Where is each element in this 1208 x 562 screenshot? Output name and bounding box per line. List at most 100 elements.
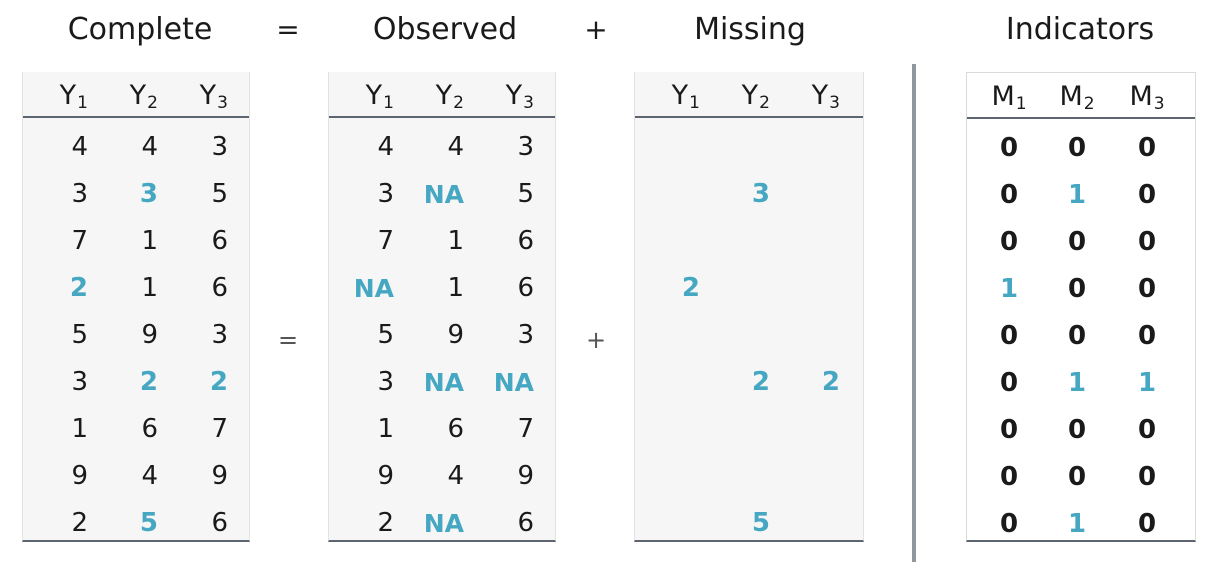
column-header-letter: Y <box>741 80 759 111</box>
table-cell: 3 <box>517 132 534 162</box>
table-cell <box>710 406 770 453</box>
column-header-subscript: 1 <box>77 93 88 113</box>
table-cell: 2 <box>821 367 840 397</box>
table-cell: 6 <box>517 273 534 303</box>
table-cell: 6 <box>211 508 228 538</box>
table-row: 0 0 0 <box>967 313 1195 360</box>
table-header: Y1 Y2 Y3 <box>635 72 863 118</box>
table-cell: 5 <box>751 508 770 538</box>
table-row: 9 4 9 <box>329 453 555 500</box>
table-cell: 2 <box>377 508 394 538</box>
table-row: 5 9 3 <box>329 312 555 359</box>
table-cell: 6 <box>211 226 228 256</box>
table-cell: 1 <box>447 273 464 303</box>
table-cell: 4 <box>71 132 88 162</box>
table-cell: 6 <box>517 226 534 256</box>
table-cell <box>780 171 840 218</box>
table-cell: 9 <box>71 461 88 491</box>
column-header-2: M2 <box>1047 79 1107 115</box>
column-header-letter: Y <box>671 80 689 111</box>
table-cell: 0 <box>1067 462 1087 492</box>
table-cell: 2 <box>71 508 88 538</box>
column-header-subscript: 2 <box>147 93 158 113</box>
table-cell: 4 <box>447 461 464 491</box>
table-cell: 1 <box>1067 368 1087 398</box>
table-cell: 0 <box>1137 462 1157 492</box>
complete-table: Y1 Y2 Y3 4 4 3 3 3 5 7 1 6 2 1 6 5 9 3 3 2 2 1 6 7 9 4 9 2 5 6 <box>22 72 250 542</box>
table-cell: 0 <box>999 368 1019 398</box>
table-cell: 9 <box>447 320 464 350</box>
table-cell: 0 <box>1067 274 1087 304</box>
column-header-subscript: 3 <box>1153 94 1165 114</box>
table-cell: 0 <box>1137 133 1157 163</box>
table-row: 3 <box>635 171 863 218</box>
table-cell <box>640 500 700 547</box>
table-cell: 4 <box>141 461 158 491</box>
table-cell <box>640 312 700 359</box>
table-cell <box>640 171 700 218</box>
table-cell: 6 <box>447 414 464 444</box>
column-header-letter: M <box>1129 81 1153 112</box>
table-row: 1 6 7 <box>329 406 555 453</box>
title-missing: Missing <box>694 12 806 47</box>
table-cell: 5 <box>71 320 88 350</box>
table-cell: 1 <box>1067 180 1087 210</box>
table-cell: NA <box>493 368 534 397</box>
column-header-subscript: 2 <box>453 93 464 113</box>
table-row: 0 0 0 <box>967 125 1195 172</box>
table-cell: 6 <box>517 508 534 538</box>
table-cell: 1 <box>1137 368 1157 398</box>
table-cell: 5 <box>139 508 158 538</box>
column-header-subscript: 3 <box>829 93 840 113</box>
table-cell: 0 <box>1067 227 1087 257</box>
table-row: NA 1 6 <box>329 265 555 312</box>
table-cell: NA <box>423 180 464 209</box>
vertical-divider <box>912 64 916 562</box>
column-header-letter: M <box>1059 81 1083 112</box>
missing-table: Y1 Y2 Y3 3 2 2 2 5 <box>634 72 864 542</box>
table-cell: 0 <box>999 462 1019 492</box>
table-row <box>635 453 863 500</box>
column-header-subscript: 3 <box>523 93 534 113</box>
table-row <box>635 406 863 453</box>
table-cell: 6 <box>211 273 228 303</box>
table-row: 0 0 0 <box>967 407 1195 454</box>
table-header: Y1 Y2 Y3 <box>329 72 555 118</box>
column-header-letter: Y <box>505 80 523 111</box>
table-cell <box>780 265 840 312</box>
table-cell: 9 <box>377 461 394 491</box>
table-cell: 0 <box>1137 321 1157 351</box>
table-cell: 3 <box>211 320 228 350</box>
table-cell: 4 <box>141 132 158 162</box>
table-cell: 0 <box>1137 227 1157 257</box>
table-row: 3 3 5 <box>23 171 249 218</box>
column-header-letter: Y <box>811 80 829 111</box>
table-row: 1 6 7 <box>23 406 249 453</box>
table-cell: 2 <box>751 367 770 397</box>
table-row: 4 4 3 <box>329 124 555 171</box>
table-cell: 6 <box>141 414 158 444</box>
table-cell: 3 <box>751 179 770 209</box>
table-cell: 1 <box>141 226 158 256</box>
column-header-1: Y1 <box>28 78 88 114</box>
table-cell: 0 <box>999 321 1019 351</box>
table-cell: NA <box>423 509 464 538</box>
column-header-subscript: 1 <box>689 93 700 113</box>
column-header-1: M1 <box>979 79 1039 115</box>
table-cell <box>640 218 700 265</box>
equals-sign-mid: = <box>277 326 299 354</box>
table-cell: 0 <box>1067 415 1087 445</box>
column-header-3: Y3 <box>168 78 228 114</box>
table-cell: 1 <box>377 414 394 444</box>
observed-table: Y1 Y2 Y3 4 4 3 3 NA 5 7 1 6 NA 1 6 5 9 3 3 NA NA 1 6 7 9 4 9 2 NA 6 <box>328 72 556 542</box>
table-cell <box>640 453 700 500</box>
table-cell <box>780 453 840 500</box>
table-row: 3 NA 5 <box>329 171 555 218</box>
table-cell: 5 <box>211 179 228 209</box>
table-row: 0 1 0 <box>967 172 1195 219</box>
table-row: 2 1 6 <box>23 265 249 312</box>
table-row: 3 NA NA <box>329 359 555 406</box>
plus-sign-mid: + <box>585 326 607 354</box>
column-header-letter: Y <box>199 80 217 111</box>
